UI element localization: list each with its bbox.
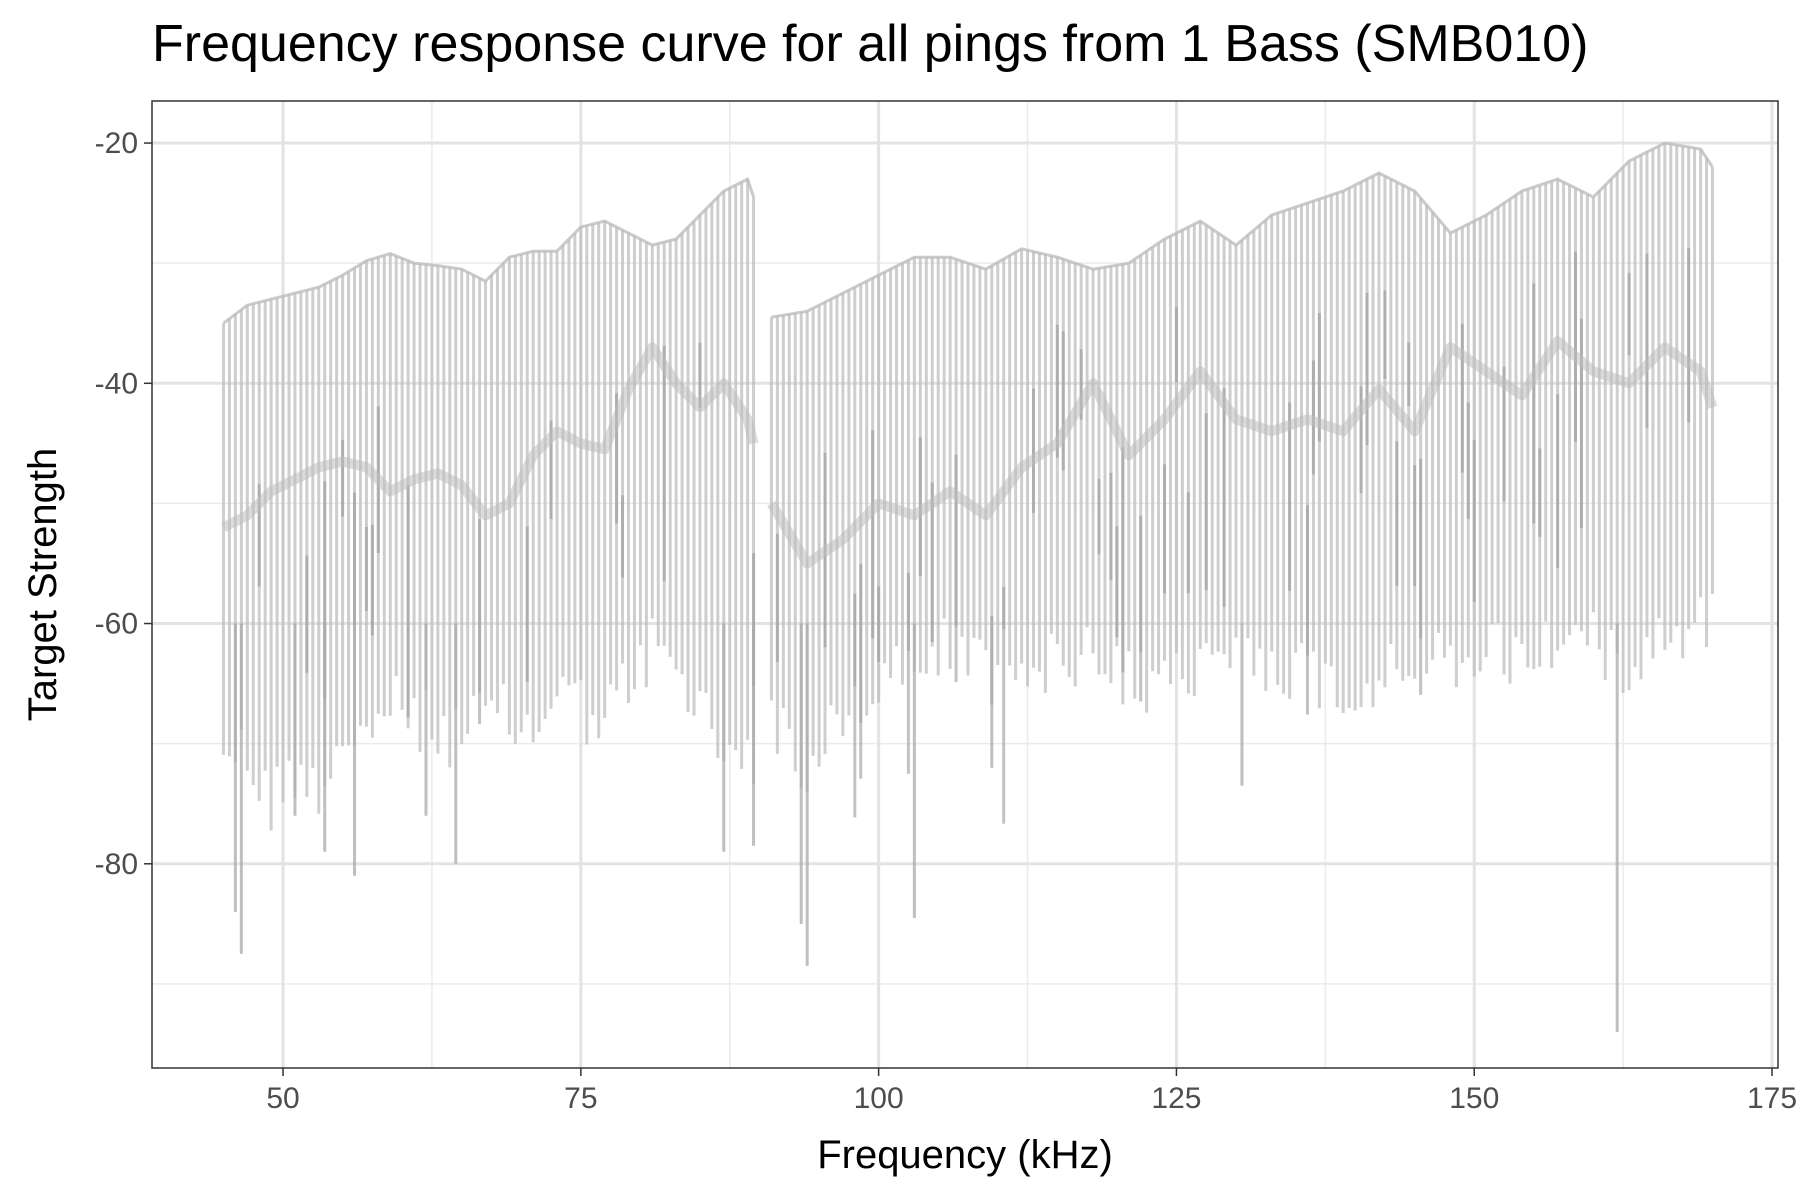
x-tick-label: 175 [1747, 1082, 1797, 1115]
y-tick-label: -80 [95, 848, 138, 881]
chart-title: Frequency response curve for all pings f… [152, 15, 1589, 73]
upper-envelope-line [222, 176, 756, 325]
y-axis-title: Target Strength [21, 448, 65, 722]
mean-response-curve [767, 336, 1718, 569]
panel-border [151, 100, 1779, 1069]
mean-response-curve [221, 342, 759, 532]
x-axis-title: Frequency (kHz) [817, 1133, 1113, 1177]
tick-layer: 50 75 100 125 150 175 -20 -40 -60 -80 [95, 127, 1797, 1115]
x-tick-label: 150 [1449, 1082, 1499, 1115]
y-tick-label: -40 [95, 367, 138, 400]
x-tick-label: 100 [854, 1082, 904, 1115]
x-tick-label: 75 [564, 1082, 597, 1115]
x-tick-label: 125 [1151, 1082, 1201, 1115]
y-tick-label: -20 [95, 127, 138, 160]
data-layer [221, 141, 1718, 1032]
upper-envelope-line [771, 141, 1714, 319]
x-tick-label: 50 [266, 1082, 299, 1115]
y-tick-label: -60 [95, 608, 138, 641]
